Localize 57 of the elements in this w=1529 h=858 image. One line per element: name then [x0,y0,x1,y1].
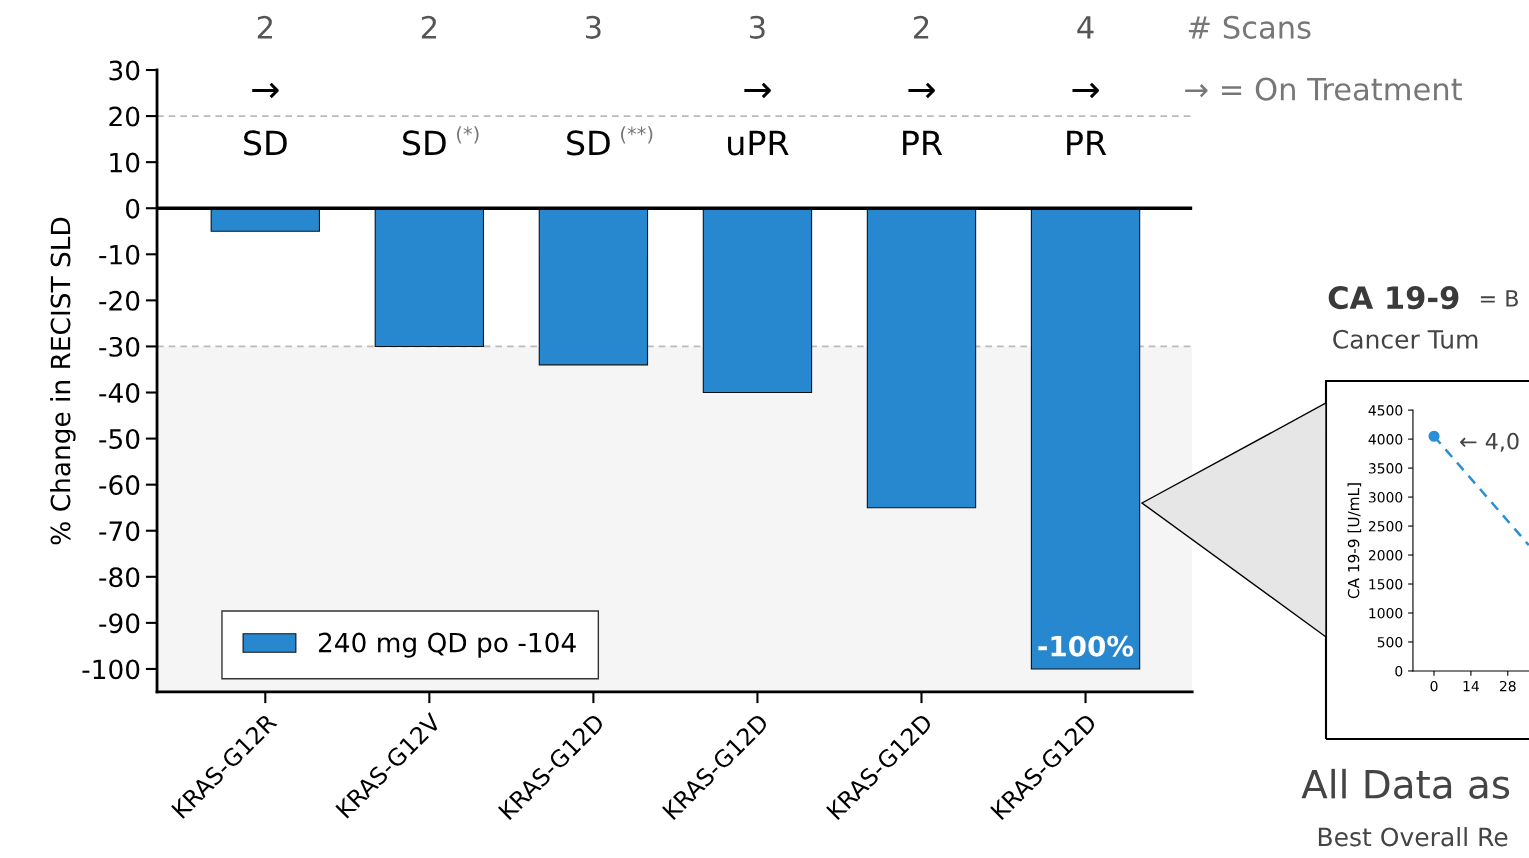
y-tick-label: 500 [1377,636,1403,648]
text: 4 [1077,16,1094,39]
text: 2 [257,15,272,39]
data-label: -100% [1038,635,1134,657]
y-tick-label: 2000 [1368,550,1403,561]
annotation: → [908,82,935,99]
y-tick-label: 3000 [1368,492,1403,503]
y-tick-label: 4500 [1368,405,1403,416]
annotation: → = On Treatment [1185,77,1462,101]
text: 2 [914,15,929,39]
chart-title: CA 19-9 [1328,286,1459,310]
y-tick-label: 1500 [1369,578,1403,590]
annotation: PR [903,130,943,156]
y-tick-label: 0 [126,198,140,219]
y-tick-label: -80 [99,567,140,588]
annotation: → [252,82,279,99]
text: 3 [750,15,765,39]
y-tick-label: -90 [99,613,140,634]
text: = B [1480,290,1518,307]
y-tick-label: -50 [99,429,140,449]
text: 3 [586,15,601,39]
legend-label: 240 mg QD po -104 [318,632,576,658]
y-tick-label: -40 [99,382,140,403]
annotation: uPR [728,130,789,156]
y-tick-label: 3500 [1368,463,1403,474]
annotation: SD [244,130,287,156]
annotation: (*) [457,126,479,144]
text: Best Overall Re [1318,827,1508,847]
y-tick-label: -30 [99,336,140,357]
y-tick-label: 2500 [1368,521,1403,532]
annotation: PR [1067,130,1107,156]
annotation: (**) [621,126,653,144]
y-tick-label: 0 [1395,665,1403,677]
x-tick-label: 28 [1499,680,1516,692]
annotation: SD [403,130,446,156]
y-tick-label: 1000 [1369,607,1403,619]
y-axis-title: % Change in RECIST SLD [50,217,76,545]
annotation: → [1072,82,1099,99]
annotation: ← 4,0 [1460,432,1519,452]
y-tick-label: -60 [99,475,140,496]
y-axis-title: CA 19-9 [U/mL] [1347,483,1362,599]
x-tick-label: 0 [1430,680,1438,692]
y-tick-label: 30 [109,60,140,81]
x-tick-label: 14 [1463,681,1479,692]
annotation: → [744,82,771,99]
text: All Data as [1301,768,1510,799]
y-tick-label: 10 [110,152,140,173]
annotation: SD [567,130,610,156]
y-tick-label: 20 [109,106,140,127]
y-tick-label: 4000 [1368,434,1403,445]
y-tick-label: -100 [82,659,140,680]
y-tick-label: -20 [99,290,140,311]
chart-subtitle: Cancer Tum [1333,329,1478,349]
y-tick-label: -10 [99,244,140,265]
text: 2 [421,15,437,39]
y-tick-label: -70 [99,521,140,542]
text: # Scans [1188,15,1311,39]
